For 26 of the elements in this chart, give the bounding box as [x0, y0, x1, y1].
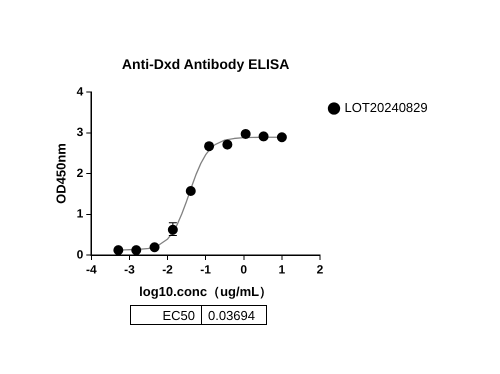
- x-axis-title: log10.conc（ug/mL）: [139, 284, 272, 299]
- y-tick-label: 0: [76, 247, 84, 262]
- x-tick-label: -4: [86, 262, 97, 277]
- point: [222, 140, 232, 150]
- point: [186, 186, 196, 196]
- point: [150, 242, 160, 252]
- x-tick-label: -3: [124, 262, 136, 277]
- y-tick-label: 4: [76, 84, 84, 98]
- text: 0.03694: [202, 306, 266, 324]
- chart-title: Anti-Dxd Antibody ELISA: [122, 56, 290, 72]
- y-tick-label: 1: [76, 206, 84, 221]
- point: [276, 132, 287, 142]
- point: [240, 128, 251, 139]
- point: [131, 245, 142, 255]
- y-tick-label: 3: [76, 125, 84, 140]
- x-tick-label: -2: [162, 262, 174, 277]
- legend-label: LOT20240829: [344, 100, 428, 116]
- x-tick-label: 2: [316, 262, 324, 277]
- point: [258, 131, 269, 142]
- point: [113, 245, 124, 255]
- x-tick-label: 1: [278, 262, 286, 277]
- text: EC50: [130, 306, 202, 324]
- y-tick-label: 2: [76, 166, 84, 180]
- x-tick-label: 0: [240, 262, 248, 277]
- y-axis-title: OD450nm: [53, 143, 68, 204]
- x-tick-label: -1: [200, 262, 212, 277]
